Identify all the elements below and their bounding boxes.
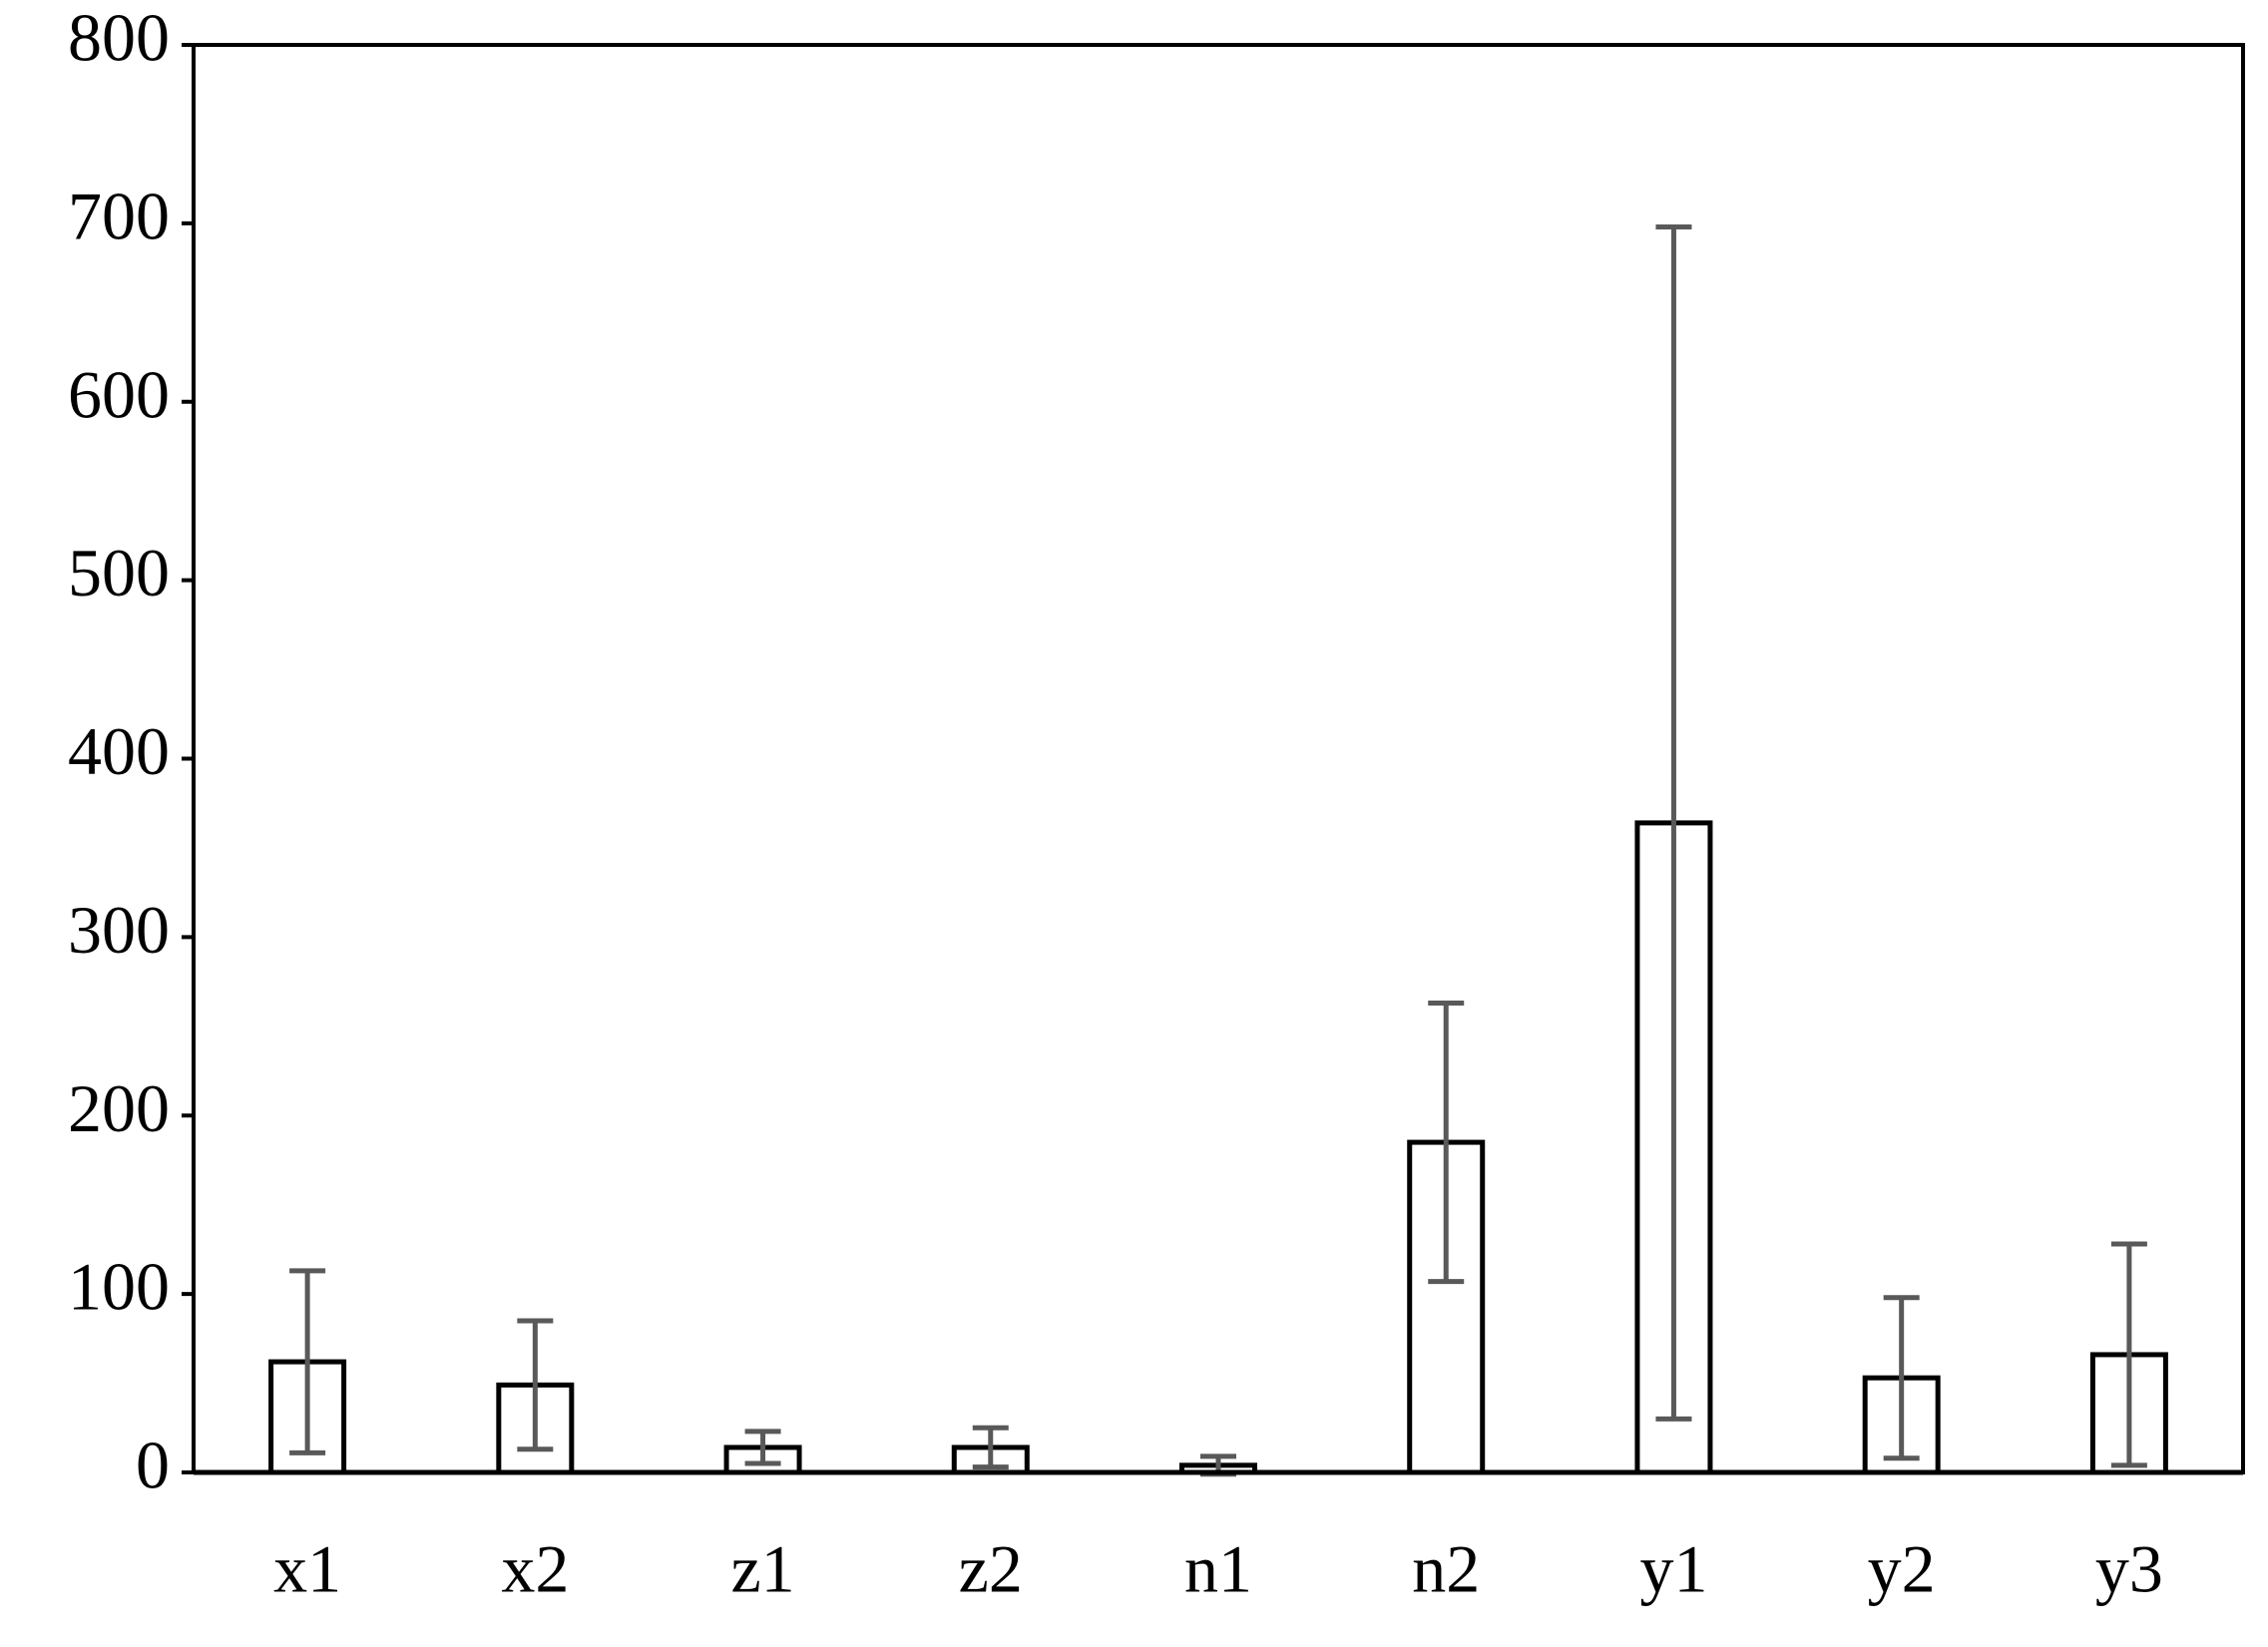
y-tick-label: 800 xyxy=(68,0,170,76)
error-bar xyxy=(1883,1295,1920,1461)
y-tick-label: 0 xyxy=(136,1428,170,1503)
error-bar xyxy=(1655,223,1692,1422)
error-bar xyxy=(289,1268,326,1455)
y-tick-label: 300 xyxy=(68,892,170,968)
y-tick-label: 700 xyxy=(68,178,170,253)
x-tick-label: x1 xyxy=(273,1531,341,1607)
y-tick-label: 500 xyxy=(68,535,170,611)
x-tick-label: y2 xyxy=(1868,1531,1936,1607)
error-bar xyxy=(1428,1001,1465,1285)
x-tick-label: z2 xyxy=(959,1531,1023,1607)
error-bar xyxy=(2110,1241,2147,1468)
plot-frame xyxy=(192,43,2245,1474)
error-bar xyxy=(744,1429,781,1466)
y-tick-label: 200 xyxy=(68,1070,170,1146)
x-tick-label: x2 xyxy=(501,1531,569,1607)
y-tick-label: 600 xyxy=(68,356,170,432)
y-tick-label: 100 xyxy=(68,1249,170,1325)
y-tick-label: 400 xyxy=(68,713,170,789)
error-bar xyxy=(972,1425,1009,1470)
x-tick-label: y1 xyxy=(1639,1531,1707,1607)
x-tick-label: n2 xyxy=(1412,1531,1480,1607)
x-tick-label: z1 xyxy=(730,1531,794,1607)
x-tick-label: n1 xyxy=(1184,1531,1252,1607)
error-bar xyxy=(517,1318,554,1452)
x-tick-label: y3 xyxy=(2095,1531,2163,1607)
